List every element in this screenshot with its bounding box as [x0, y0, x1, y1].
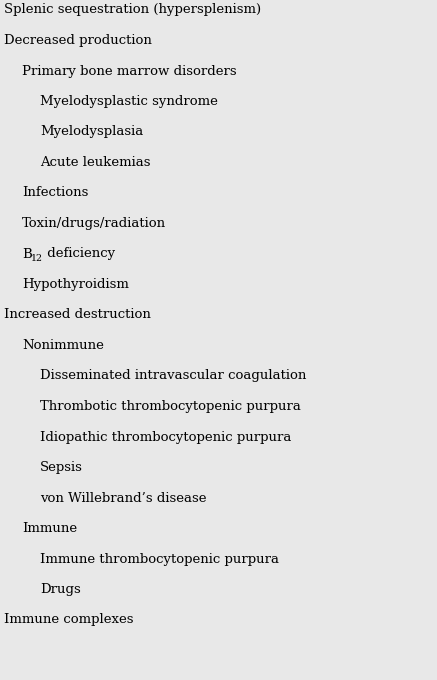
Text: von Willebrand’s disease: von Willebrand’s disease: [40, 492, 207, 505]
Text: Primary bone marrow disorders: Primary bone marrow disorders: [22, 65, 236, 78]
Text: Immune complexes: Immune complexes: [4, 613, 133, 626]
Text: Splenic sequestration (hypersplenism): Splenic sequestration (hypersplenism): [4, 3, 261, 16]
Text: Thrombotic thrombocytopenic purpura: Thrombotic thrombocytopenic purpura: [40, 400, 301, 413]
Text: Sepsis: Sepsis: [40, 461, 83, 474]
Text: Immune: Immune: [22, 522, 77, 535]
Text: Disseminated intravascular coagulation: Disseminated intravascular coagulation: [40, 369, 306, 382]
Text: Idiopathic thrombocytopenic purpura: Idiopathic thrombocytopenic purpura: [40, 430, 291, 443]
Text: 12: 12: [31, 254, 43, 262]
Text: Myelodysplasia: Myelodysplasia: [40, 126, 143, 139]
Text: Immune thrombocytopenic purpura: Immune thrombocytopenic purpura: [40, 552, 279, 566]
Text: Myelodysplastic syndrome: Myelodysplastic syndrome: [40, 95, 218, 108]
Text: Drugs: Drugs: [40, 583, 81, 596]
Text: Infections: Infections: [22, 186, 88, 199]
Text: Toxin/drugs/radiation: Toxin/drugs/radiation: [22, 217, 166, 230]
Text: Decreased production: Decreased production: [4, 34, 152, 47]
Text: deficiency: deficiency: [43, 248, 115, 260]
Text: Nonimmune: Nonimmune: [22, 339, 104, 352]
Text: Increased destruction: Increased destruction: [4, 309, 151, 322]
Text: B: B: [22, 248, 32, 260]
Text: Hypothyroidism: Hypothyroidism: [22, 278, 129, 291]
Text: Acute leukemias: Acute leukemias: [40, 156, 150, 169]
